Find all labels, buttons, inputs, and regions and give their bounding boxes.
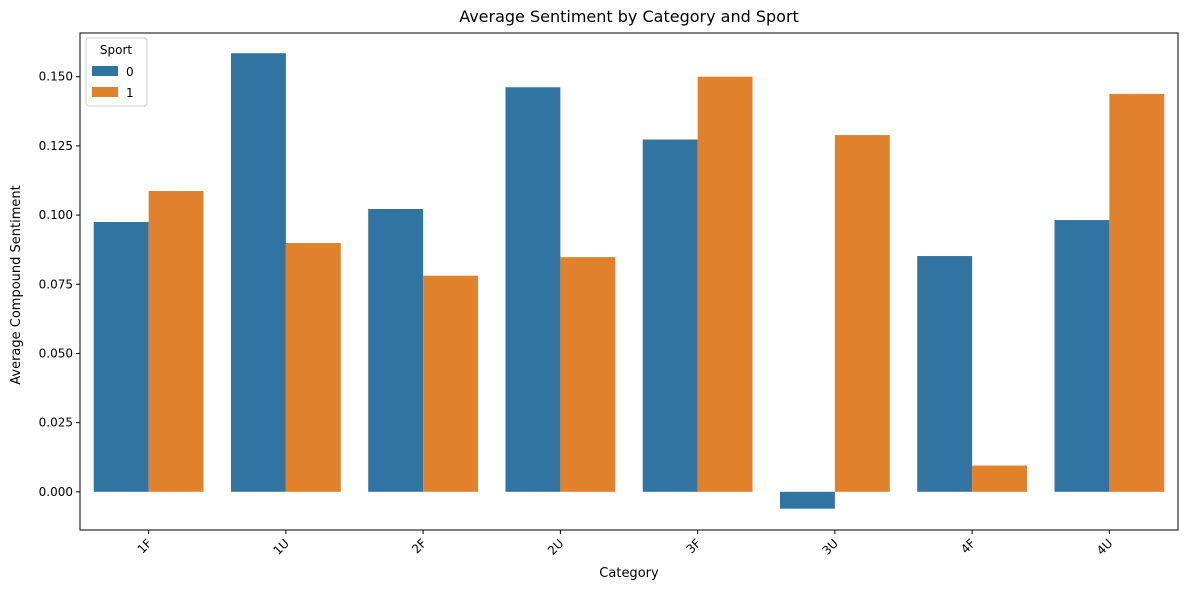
bar-1U-series-0 xyxy=(230,53,286,492)
x-tick-label: 4F xyxy=(958,536,978,556)
bar-3F-series-1 xyxy=(697,76,753,492)
x-tick-label: 2F xyxy=(409,536,429,556)
plot-frame xyxy=(79,32,1179,531)
bar-2F-series-0 xyxy=(368,208,424,492)
bar-1F-series-1 xyxy=(148,191,204,492)
y-tick-label: 0.075 xyxy=(39,277,73,291)
bar-4U-series-0 xyxy=(1054,220,1110,492)
y-tick-label: 0.025 xyxy=(39,416,73,430)
bar-2U-series-0 xyxy=(505,87,561,492)
x-axis-label: Category xyxy=(599,566,659,581)
bar-4U-series-1 xyxy=(1109,93,1165,492)
bar-4F-series-1 xyxy=(972,465,1028,492)
legend-swatch-1 xyxy=(92,87,118,97)
bar-1U-series-1 xyxy=(285,243,341,492)
x-tick-label: 3F xyxy=(684,536,704,556)
x-tick-label: 3U xyxy=(819,536,841,558)
bar-3U-series-0 xyxy=(779,491,835,509)
bar-1F-series-0 xyxy=(93,222,149,492)
bar-2U-series-1 xyxy=(560,257,616,492)
legend-title: Sport xyxy=(100,43,133,57)
bar-4F-series-0 xyxy=(917,256,973,492)
plot-area xyxy=(79,32,1179,531)
y-axis-label: Average Compound Sentiment xyxy=(9,185,24,384)
x-axis: 1F 1U 2F 2U 3F 3U 4F 4U xyxy=(135,530,1116,558)
legend-swatch-0 xyxy=(92,66,118,76)
x-tick-label: 2U xyxy=(545,536,567,558)
x-tick-label: 4U xyxy=(1094,536,1116,558)
y-tick-label: 0.000 xyxy=(39,485,73,499)
y-axis: 0.000 0.025 0.050 0.075 0.100 0.125 0.150 xyxy=(39,70,80,499)
y-tick-label: 0.100 xyxy=(39,208,73,222)
legend: Sport 0 1 xyxy=(85,37,148,107)
bar-3U-series-1 xyxy=(834,135,890,492)
y-tick-label: 0.150 xyxy=(39,70,73,84)
bar-3F-series-0 xyxy=(642,139,698,492)
bar-2F-series-1 xyxy=(423,275,479,492)
y-tick-label: 0.125 xyxy=(39,139,73,153)
legend-label-1: 1 xyxy=(126,86,134,100)
legend-label-0: 0 xyxy=(126,65,134,79)
chart-title: Average Sentiment by Category and Sport xyxy=(459,7,799,26)
y-tick-label: 0.050 xyxy=(39,346,73,360)
x-tick-label: 1F xyxy=(135,536,155,556)
x-tick-label: 1U xyxy=(270,536,292,558)
